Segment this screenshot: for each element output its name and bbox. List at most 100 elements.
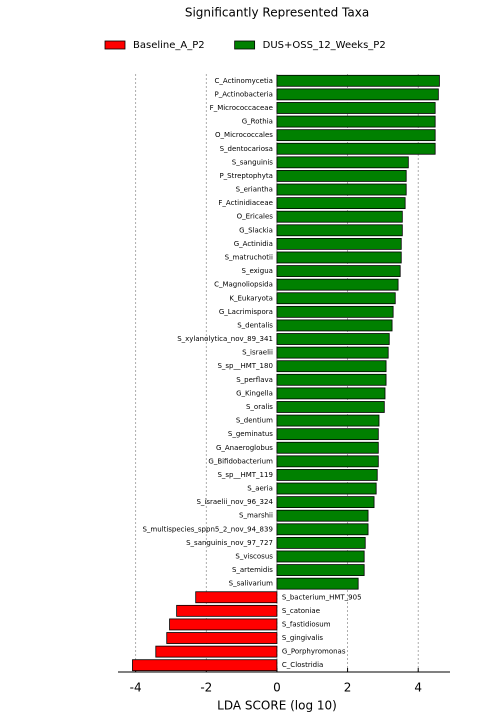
bar [276,496,375,509]
bar [276,401,385,413]
x-tick-label: 4 [414,681,422,695]
legend-label: DUS+OSS_12_Weeks_P2 [263,40,386,51]
bar [166,632,278,644]
x-tick-label: -4 [130,681,142,695]
category-label: S_artemidis [232,566,273,574]
bar [276,305,394,318]
bar [276,428,379,441]
category-label: S_exigua [242,267,273,275]
bar [169,618,278,631]
category-label: S_eriantha [236,186,273,194]
category-label: S_sanguinis [232,158,274,166]
bar [276,265,401,277]
bar [276,197,406,210]
bar [276,564,365,576]
bar [276,88,439,101]
category-label: S_israelii [242,349,273,357]
category-label: S_marshii [239,512,273,520]
bar [276,509,369,522]
bar [276,550,365,563]
category-label: P_Actinobacteria [215,90,273,98]
bar [276,115,436,128]
bar [276,129,436,142]
legend-label: Baseline_A_P2 [133,40,205,51]
bar [276,441,379,454]
bar [276,170,407,182]
bar [276,577,359,590]
bar [276,523,369,536]
category-label: O_Ericales [237,213,274,221]
bar [276,292,396,305]
category-label: S_catoniae [282,607,320,615]
bar [276,210,403,223]
chart-title: Significantly Represented Taxa [185,6,369,20]
category-label: G_Lacrimispora [219,308,273,316]
category-label: K_Eukaryota [229,294,273,302]
category-label: S_oralis [246,403,273,411]
category-label: S_geminatus [228,430,273,438]
bar [276,536,366,549]
bar [276,278,399,291]
category-label: S_gingivalis [282,634,323,642]
bar [276,237,402,250]
bar [176,604,278,617]
category-label: G_Anaeroglobus [216,444,273,452]
bar [276,183,407,196]
bar [276,373,387,386]
bar [276,74,440,87]
category-label: S_dentocariosa [220,145,273,153]
category-label: G_Actinidia [234,240,273,248]
bar [276,455,379,468]
bar [276,360,387,373]
category-label: C_Clostridia [282,661,323,669]
bar [276,156,409,169]
category-label: G_Porphyromonas [282,648,346,656]
category-label: S_viscosus [235,552,273,560]
legend-swatch [234,40,256,50]
x-axis-label: LDA SCORE (log 10) [217,699,337,713]
bar [276,346,389,359]
bar [276,102,436,114]
bar [195,591,278,604]
category-label: F_Micrococcaceae [210,104,273,112]
bar [276,319,393,332]
category-label: S_sp__HMT_180 [217,362,272,370]
category-label: P_Streptophyta [219,172,272,180]
category-label: S_matruchotii [225,253,273,261]
category-label: S_xylanolytica_nov_89_341 [177,335,273,343]
category-label: S_salivarium [229,580,273,588]
category-label: G_Kingella [236,389,273,397]
category-label: O_Micrococcales [215,131,273,139]
bar [276,333,390,345]
category-label: G_Bifidobacterium [208,457,273,465]
bar [276,224,403,237]
category-label: C_Magnoliopsida [214,281,273,289]
bar [276,251,402,264]
category-label: S_aeria [247,485,273,493]
category-label: S_israelii_nov_96_324 [196,498,273,506]
bar [276,469,378,481]
x-tick-label: 2 [344,681,352,695]
category-label: S_dentium [236,417,273,425]
category-label: G_Slackia [239,226,273,234]
category-label: G_Rothia [242,118,273,126]
category-label: S_dentalis [237,321,273,329]
category-label: S_fastidiosum [282,620,331,628]
x-tick-label: -2 [200,681,212,695]
category-label: S_sp__HMT_119 [217,471,272,479]
category-label: S_sanguinis_nov_97_727 [186,539,273,547]
bar [276,482,377,495]
bar [276,387,386,400]
bar [276,142,436,155]
legend-swatch [104,40,126,50]
bar [132,659,278,672]
x-tick-label: 0 [273,681,281,695]
bar [276,414,380,427]
category-label: C_Actinomycetia [215,77,273,85]
category-label: S_perflava [236,376,273,384]
category-label: S_multispecies_sppn5_2_nov_94_839 [142,525,272,533]
bar [155,645,278,658]
category-label: S_bacterium_HMT_905 [282,593,362,601]
category-label: F_Actinidiaceae [218,199,273,207]
